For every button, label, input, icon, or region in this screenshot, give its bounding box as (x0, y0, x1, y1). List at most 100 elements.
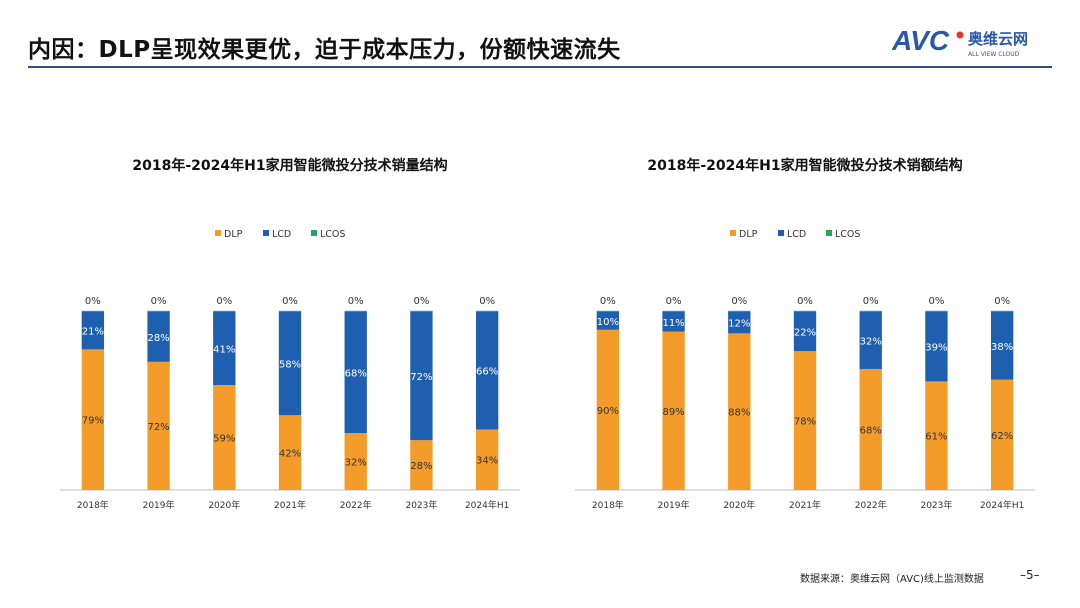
data-label-dlp-1: 72% (147, 422, 169, 433)
legend-swatch-dlp (730, 230, 736, 236)
legend-label-lcos: LCOS (320, 229, 345, 240)
bar-lcd-1 (662, 312, 685, 332)
bar-lcos-6 (475, 310, 499, 312)
bar-lcd-3 (278, 312, 302, 416)
bar-dlp-6 (990, 379, 1014, 490)
bar-lcos-4 (344, 310, 367, 312)
data-label-lcos-0: 0% (85, 296, 101, 307)
data-label-lcd-5: 72% (410, 372, 432, 383)
bar-lcos-0 (596, 310, 620, 312)
bar-dlp-1 (147, 361, 170, 490)
data-label-lcd-0: 10% (597, 317, 619, 328)
data-source-note: 数据来源：奥维云网（AVC)线上监测数据 (800, 574, 984, 585)
logo-name-en: ALL VIEW CLOUD (968, 51, 1020, 58)
bar-lcos-6 (990, 310, 1014, 312)
avc-logo: AVC 奥维云网 ALL VIEW CLOUD (892, 25, 1028, 58)
bar-lcd-1 (147, 312, 170, 362)
data-label-lcos-3: 0% (797, 296, 813, 307)
data-label-lcos-4: 0% (348, 296, 364, 307)
bar-lcd-0 (596, 312, 620, 330)
chart-title: 2018年-2024年H1家用智能微投分技术销量结构 (132, 157, 447, 174)
data-label-lcd-0: 21% (82, 327, 104, 338)
bar-lcos-5 (925, 310, 948, 312)
data-label-dlp-4: 32% (345, 458, 367, 469)
bar-lcd-6 (475, 312, 499, 430)
x-tick-label-0: 2018年 (77, 499, 109, 511)
bar-lcd-2 (728, 312, 751, 334)
chart-legend: DLP LCD LCOS (730, 229, 860, 240)
data-label-lcos-6: 0% (479, 296, 495, 307)
data-label-lcos-1: 0% (666, 296, 682, 307)
data-label-lcos-5: 0% (413, 296, 429, 307)
legend-swatch-lcos (826, 230, 832, 236)
sales-value-chart-svg: 2018年-2024年H1家用智能微投分技术销额结构 DLP LCD LCOS 90% 1… (575, 157, 1035, 511)
legend-label-lcos: LCOS (835, 229, 860, 240)
data-label-lcos-2: 0% (731, 296, 747, 307)
x-tick-label-5: 2023年 (405, 499, 437, 511)
bar-lcos-3 (278, 310, 302, 312)
x-tick-label-3: 2021年 (274, 499, 306, 511)
bar-lcd-5 (925, 312, 948, 382)
bar-dlp-0 (596, 329, 620, 490)
header-divider (28, 66, 1052, 68)
legend-label-dlp: DLP (739, 229, 758, 240)
bar-dlp-2 (728, 333, 751, 490)
legend-label-lcd: LCD (272, 229, 291, 240)
data-label-lcos-4: 0% (863, 296, 879, 307)
legend-label-lcd: LCD (787, 229, 806, 240)
bar-lcd-0 (81, 312, 105, 350)
bar-lcos-2 (728, 310, 751, 312)
x-tick-label-6: 2024年H1 (980, 499, 1024, 511)
x-tick-label-2: 2020年 (723, 499, 755, 511)
data-label-lcos-1: 0% (151, 296, 167, 307)
x-tick-label-2: 2020年 (208, 499, 240, 511)
x-tick-label-1: 2019年 (658, 499, 690, 511)
bar-dlp-3 (793, 351, 817, 490)
x-tick-label-5: 2023年 (920, 499, 952, 511)
bar-dlp-3 (278, 415, 302, 490)
bar-dlp-4 (344, 433, 367, 490)
bar-dlp-5 (925, 381, 948, 490)
data-label-dlp-1: 89% (662, 407, 684, 418)
data-label-dlp-4: 68% (860, 425, 882, 436)
data-label-lcd-1: 28% (147, 333, 169, 344)
x-tick-label-6: 2024年H1 (465, 499, 509, 511)
data-label-dlp-3: 78% (794, 417, 816, 428)
data-label-dlp-3: 42% (279, 449, 301, 460)
x-tick-label-0: 2018年 (592, 499, 624, 511)
data-label-lcos-5: 0% (928, 296, 944, 307)
bar-dlp-5 (410, 440, 433, 490)
data-label-lcd-3: 58% (279, 360, 301, 371)
bar-lcd-3 (793, 312, 817, 352)
bar-lcos-5 (410, 310, 433, 312)
data-label-lcos-6: 0% (994, 296, 1010, 307)
data-label-dlp-0: 90% (597, 406, 619, 417)
legend-swatch-lcd (263, 230, 269, 236)
bar-lcos-1 (147, 310, 170, 312)
legend-swatch-dlp (215, 230, 221, 236)
bar-lcos-0 (81, 310, 105, 312)
data-label-dlp-0: 79% (82, 416, 104, 427)
bar-dlp-6 (475, 429, 499, 490)
data-label-dlp-6: 62% (991, 431, 1013, 442)
page-title: 内因：DLP呈现效果更优，迫于成本压力，份额快速流失 (28, 37, 621, 63)
bar-dlp-1 (662, 331, 685, 490)
data-label-lcd-1: 11% (662, 318, 684, 329)
chart-legend: DLP LCD LCOS (215, 229, 345, 240)
x-tick-label-3: 2021年 (789, 499, 821, 511)
logo-mark: AVC (892, 25, 950, 56)
bar-lcos-2 (213, 310, 236, 312)
sales-value-chart: 2018年-2024年H1家用智能微投分技术销额结构 DLP LCD LCOS 90% 1… (555, 140, 1055, 530)
data-label-dlp-6: 34% (476, 456, 498, 467)
bar-lcd-4 (344, 312, 367, 434)
sales-volume-chart: 2018年-2024年H1家用智能微投分技术销量结构 DLP LCD LCOS 79% 2… (40, 140, 540, 530)
data-label-lcd-3: 22% (794, 328, 816, 339)
logo-name-cn: 奥维云网 (968, 30, 1028, 48)
data-label-lcd-2: 41% (213, 344, 235, 355)
data-label-lcos-3: 0% (282, 296, 298, 307)
bar-lcos-1 (662, 310, 685, 312)
legend-label-dlp: DLP (224, 229, 243, 240)
data-label-dlp-2: 59% (213, 433, 235, 444)
x-tick-label-4: 2022年 (340, 499, 372, 511)
data-label-lcd-6: 38% (991, 342, 1013, 353)
